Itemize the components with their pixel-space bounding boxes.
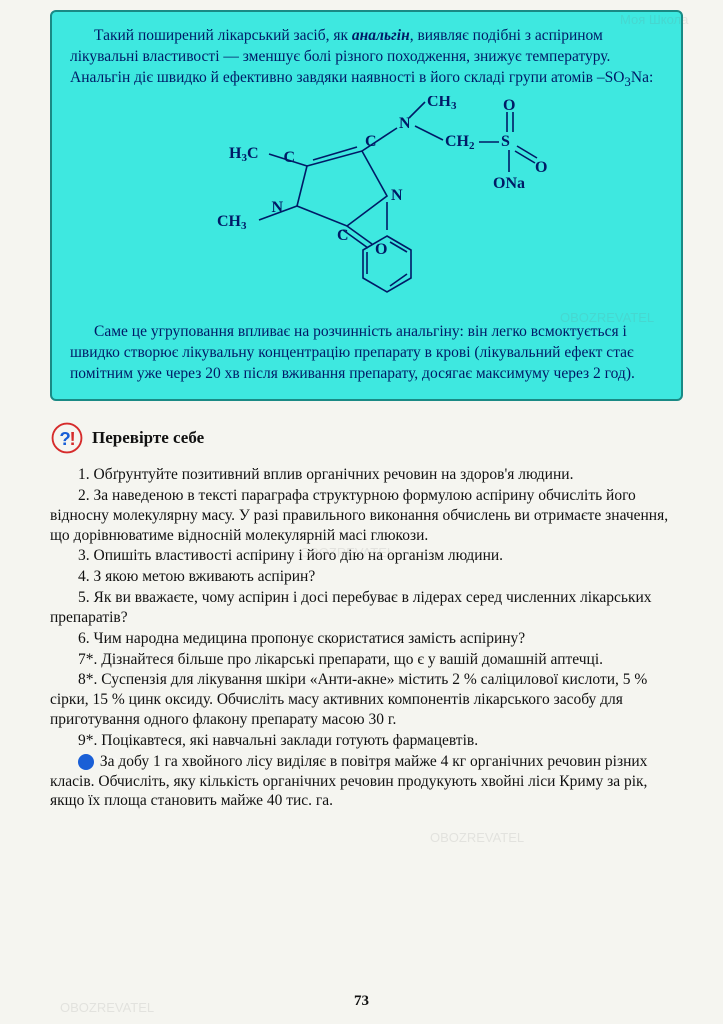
check-yourself-header: ? ! Перевірте себе <box>50 421 683 455</box>
question-number-circled: 10 <box>78 754 94 770</box>
question-item: 8*. Суспензія для лікування шкіри «Анти-… <box>50 670 683 729</box>
label-ch3-n: CH3 <box>217 213 247 232</box>
question-item: 3. Опишіть властивості аспірину і його д… <box>50 546 683 566</box>
question-item: 1. Обґрунтуйте позитивний вплив органічн… <box>50 465 683 485</box>
label-n2: N <box>391 187 403 204</box>
question-item: 4. З якою метою вживають аспірин? <box>50 567 683 587</box>
question-number: 5. <box>78 589 94 606</box>
question-item: 5. Як ви вважаєте, чому аспірин і досі п… <box>50 588 683 628</box>
analgin-structure-svg: O C C N C N H3C CH3 N CH3 <box>187 96 547 316</box>
info-trail-paragraph: Саме це угруповання впливає на розчинніс… <box>70 322 663 385</box>
svg-text:!: ! <box>70 428 76 449</box>
question-item: 6. Чим народна медицина пропонує скорист… <box>50 629 683 649</box>
question-bang-icon: ? ! <box>50 421 84 455</box>
question-number: 2. <box>78 487 94 504</box>
label-ona: ONa <box>493 175 525 192</box>
label-o-ring: O <box>375 241 387 258</box>
label-o-top: O <box>503 97 515 114</box>
label-ch3-top: CH3 <box>427 96 457 112</box>
question-number: 9*. <box>78 732 101 749</box>
question-number: 8*. <box>78 671 101 688</box>
label-ch2: CH2 <box>445 133 475 152</box>
label-o-dbl: O <box>535 159 547 176</box>
question-number: 1. <box>78 466 94 483</box>
label-s: S <box>501 133 510 150</box>
chemical-structure-wrap: O C C N C N H3C CH3 N CH3 <box>70 96 663 316</box>
analgin-info-box: Такий поширений лікарський засіб, як ана… <box>50 10 683 401</box>
check-yourself-title: Перевірте себе <box>92 428 204 448</box>
question-number: 3. <box>78 547 94 564</box>
page-number: 73 <box>0 993 723 1010</box>
info-lead-paragraph: Такий поширений лікарський засіб, як ана… <box>70 26 663 90</box>
label-h3c-left: H3C <box>229 145 259 164</box>
svg-text:C: C <box>337 227 349 244</box>
question-item: 9*. Поцікавтеся, які навчальні заклади г… <box>50 731 683 751</box>
question-number: 6. <box>78 630 94 647</box>
watermark: OBOZREVATEL <box>430 830 524 845</box>
page: Такий поширений лікарський засіб, як ана… <box>0 0 723 1024</box>
question-number: 7*. <box>78 651 101 668</box>
question-number: 4. <box>78 568 94 585</box>
questions-list: 1. Обґрунтуйте позитивний вплив органічн… <box>50 465 683 811</box>
svg-text:C: C <box>283 149 295 166</box>
question-item: 10 За добу 1 га хвойного лісу виділяє в … <box>50 752 683 811</box>
question-item: 2. За наведеною в тексті параграфа струк… <box>50 486 683 545</box>
question-item: 7*. Дізнайтеся більше про лікарські преп… <box>50 650 683 670</box>
